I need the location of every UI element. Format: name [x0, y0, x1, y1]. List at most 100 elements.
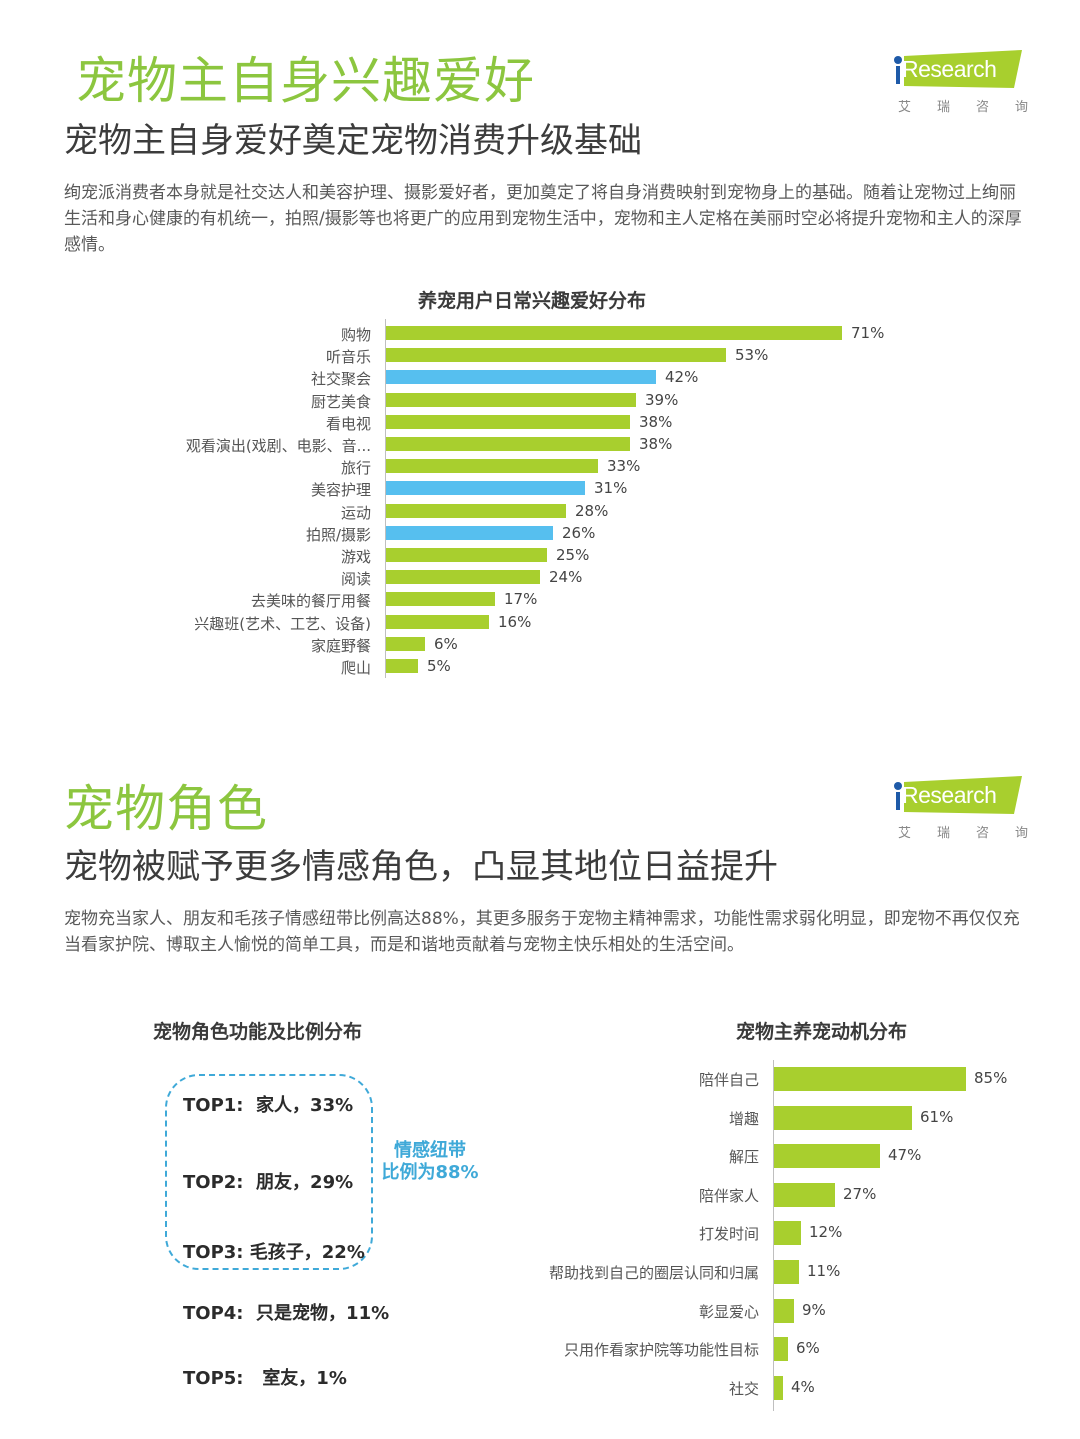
- bar: [386, 348, 726, 363]
- bar: [386, 326, 842, 340]
- bar-value-label: 6%: [434, 634, 458, 653]
- section1-subtitle: 宠物主自身爱好奠定宠物消费升级基础: [64, 121, 642, 161]
- role-top2: TOP2: 朋友，29%: [183, 1172, 354, 1193]
- chart-axis-line: [385, 319, 386, 679]
- bar: [774, 1067, 966, 1091]
- logo-cn-text: 艾 瑞 咨 询: [898, 826, 1028, 841]
- logo-brand-text: Research: [902, 782, 997, 808]
- bar-value-label: 9%: [802, 1300, 826, 1319]
- section1-title: 宠物主自身兴趣爱好: [76, 52, 535, 110]
- bar-category-label: 运动: [340, 503, 371, 522]
- section1-paragraph: 绚宠派消费者本身就是社交达人和美容护理、摄影爱好者，更加奠定了将自身消费映射到宠…: [64, 183, 1022, 255]
- bar-value-label: 16%: [498, 612, 532, 631]
- bar-category-label: 帮助找到自己的圈层认同和归属: [548, 1264, 759, 1282]
- bar-value-label: 38%: [639, 412, 673, 431]
- bar: [386, 659, 418, 673]
- bar: [386, 636, 425, 651]
- bar: [386, 481, 585, 496]
- logo-cn-text: 艾 瑞 咨 询: [898, 100, 1028, 115]
- bar: [386, 548, 547, 562]
- bar-value-label: 38%: [639, 435, 673, 453]
- bar-category-label: 去美味的餐厅用餐: [250, 592, 371, 611]
- role-top4: TOP4: 只是宠物，11%: [183, 1303, 390, 1324]
- bar-category-label: 游戏: [340, 548, 371, 566]
- bar: [386, 592, 495, 607]
- bar-category-label: 解压: [728, 1148, 759, 1167]
- bar: [386, 437, 630, 451]
- bar-value-label: 33%: [607, 457, 641, 476]
- logo-banner-shape: [904, 776, 1022, 814]
- role-top1: TOP1: 家人，33%: [183, 1095, 354, 1116]
- hobby-bar-chart: 购物 71% 听音乐 53% 社交聚会 42% 厨艺美食 39% 看电视 38% 观看演出(戏剧、电…: [0, 0, 1080, 700]
- bar: [774, 1144, 880, 1169]
- bar-category-label: 陪伴家人: [698, 1186, 759, 1205]
- bar: [774, 1260, 799, 1284]
- bar-value-label: 26%: [562, 523, 596, 542]
- bar-category-label: 听音乐: [325, 348, 371, 367]
- bar: [386, 370, 656, 385]
- bar-category-label: 美容护理: [310, 481, 371, 500]
- section2-paragraph: 宠物充当家人、朋友和毛孩子情感纽带比例高达88%，其更多服务于宠物主精神需求，功…: [64, 909, 1020, 955]
- bar-value-label: 47%: [888, 1146, 922, 1165]
- hobby-chart-title: 养宠用户日常兴趣爱好分布: [418, 290, 647, 312]
- bar: [386, 414, 630, 429]
- bar-category-label: 陪伴自己: [698, 1071, 759, 1089]
- chart-axis-line: [773, 1060, 774, 1412]
- iresearch-logo: Research 艾 瑞 咨 询: [892, 50, 1032, 120]
- bar-value-label: 42%: [665, 368, 699, 387]
- bar-value-label: 53%: [735, 346, 769, 365]
- section2-subtitle: 宠物被赋予更多情感角色，凸显其地位日益提升: [64, 847, 778, 887]
- bar-value-label: 11%: [807, 1262, 841, 1280]
- bar-category-label: 看电视: [325, 414, 371, 433]
- bar: [774, 1375, 783, 1400]
- bar: [774, 1221, 801, 1246]
- bar-value-label: 28%: [575, 501, 609, 520]
- bar-category-label: 社交聚会: [310, 370, 371, 389]
- bar-category-label: 旅行: [340, 459, 371, 478]
- emotion-bond-note: 情感纽带 比例为88%: [381, 1140, 479, 1183]
- bar: [774, 1105, 912, 1130]
- bar-category-label: 彰显爱心: [698, 1302, 759, 1321]
- bar-value-label: 85%: [974, 1069, 1008, 1087]
- bar-category-label: 兴趣班(艺术、工艺、设备): [194, 614, 371, 633]
- bar-category-label: 爬山: [340, 659, 371, 677]
- bar-category-label: 阅读: [340, 570, 371, 589]
- bar-value-label: 39%: [645, 390, 679, 409]
- motivation-chart-title: 宠物主养宠动机分布: [736, 1021, 908, 1043]
- bar-category-label: 社交: [728, 1379, 759, 1398]
- bar-category-label: 拍照/摄影: [305, 525, 371, 544]
- bar-value-label: 5%: [427, 657, 451, 675]
- bar-category-label: 增趣: [728, 1109, 759, 1128]
- logo-dot-icon: [894, 56, 902, 64]
- logo-brand-text: Research: [902, 56, 997, 82]
- logo-i-icon: [896, 66, 900, 84]
- bar-value-label: 61%: [920, 1107, 954, 1126]
- bar-value-label: 17%: [504, 590, 538, 609]
- bar: [386, 525, 553, 540]
- bar-category-label: 打发时间: [698, 1225, 759, 1244]
- bar-category-label: 厨艺美食: [310, 392, 371, 411]
- logo-banner-shape: [904, 50, 1022, 88]
- section2-title: 宠物角色: [64, 780, 268, 838]
- bar: [386, 392, 636, 407]
- logo-dot-icon: [894, 782, 902, 790]
- bar: [774, 1337, 788, 1362]
- bar-value-label: 27%: [843, 1184, 877, 1203]
- bar-value-label: 6%: [796, 1339, 820, 1358]
- bar-value-label: 24%: [549, 568, 583, 587]
- bar: [386, 570, 540, 585]
- bar-value-label: 25%: [556, 546, 590, 564]
- role-top3: TOP3: 毛孩子，22%: [183, 1242, 365, 1263]
- logo-i-icon: [896, 792, 900, 810]
- bar: [386, 503, 566, 518]
- roles-title: 宠物角色功能及比例分布: [153, 1021, 363, 1043]
- bar: [774, 1298, 794, 1323]
- bar-category-label: 观看演出(戏剧、电影、音...: [185, 437, 371, 455]
- bar-value-label: 71%: [851, 324, 885, 342]
- emotion-group-dashed-box: [165, 1074, 373, 1270]
- bar-category-label: 只用作看家护院等功能性目标: [563, 1341, 759, 1360]
- bar-value-label: 31%: [594, 479, 628, 498]
- iresearch-logo-2: Research 艾 瑞 咨 询: [892, 776, 1032, 846]
- bar: [386, 614, 489, 629]
- bar-value-label: 4%: [791, 1377, 815, 1396]
